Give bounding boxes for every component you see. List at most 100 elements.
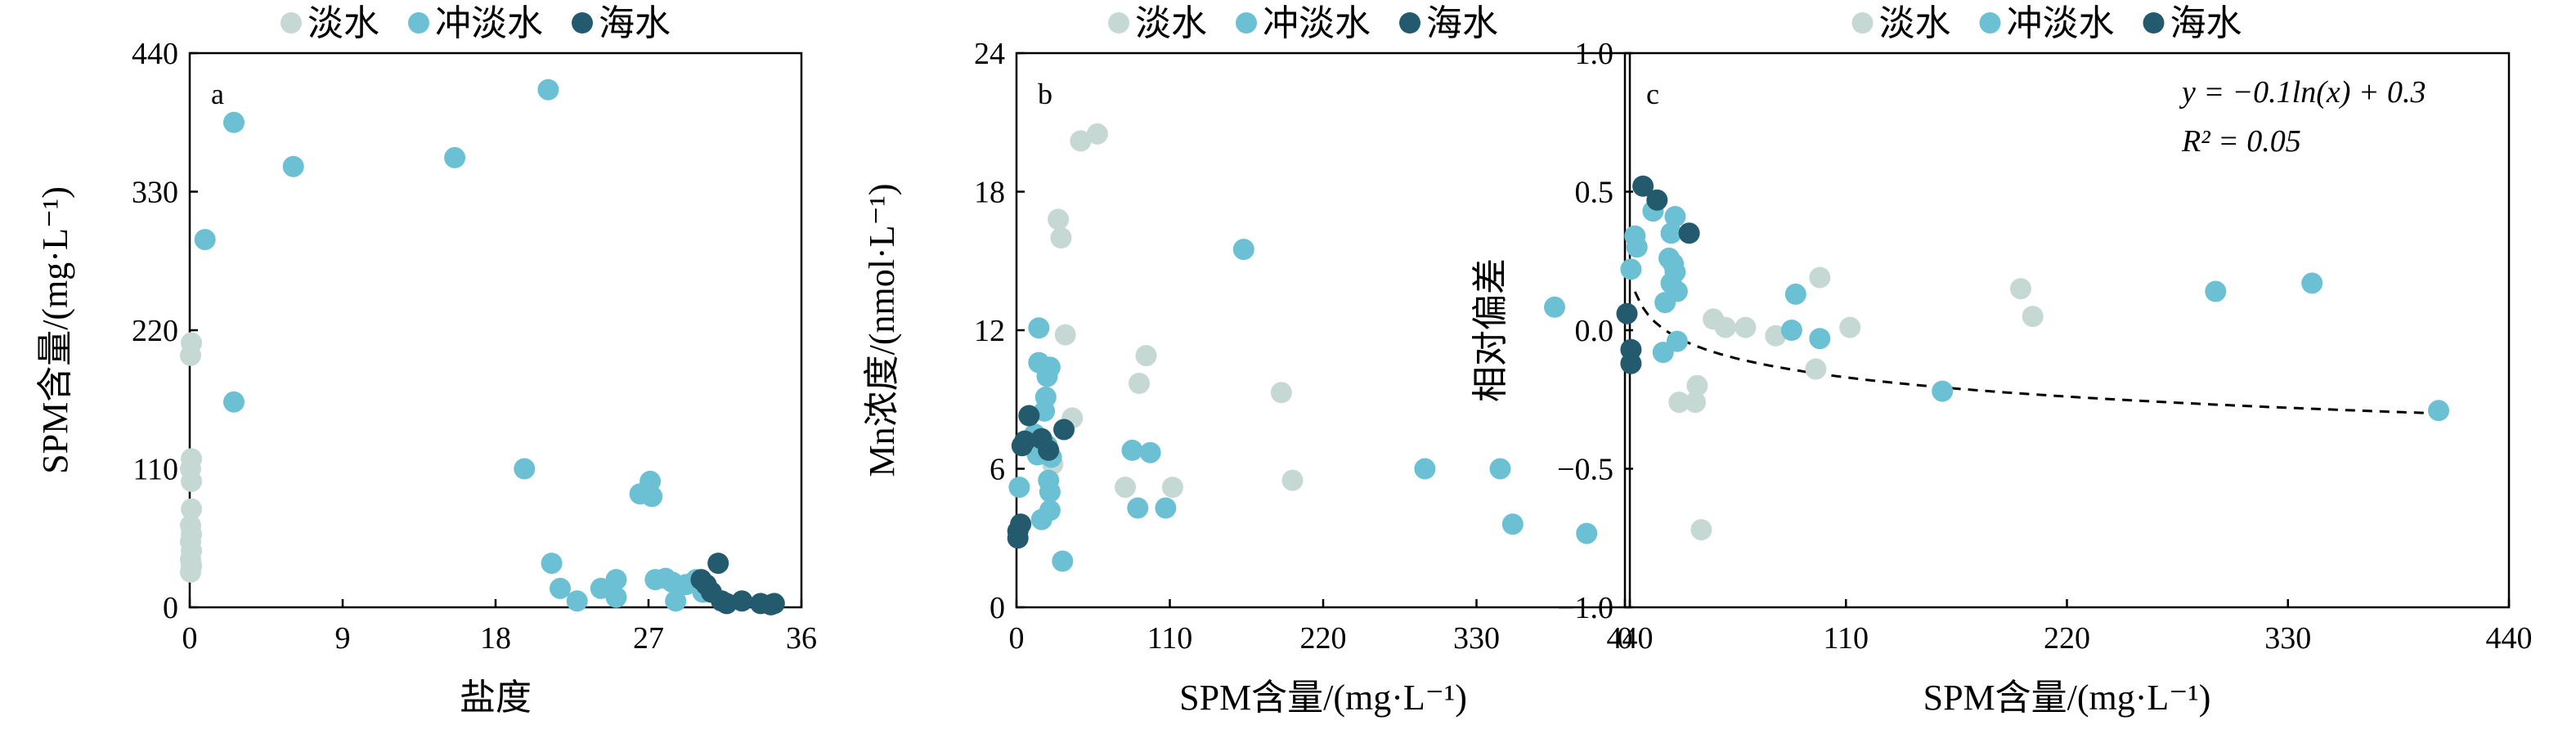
legend-marker xyxy=(1108,12,1129,34)
y-tick-label: −0.5 xyxy=(1557,453,1613,487)
y-tick-label: 110 xyxy=(132,453,178,487)
data-point xyxy=(194,229,216,251)
data-point xyxy=(1784,283,1806,305)
data-point xyxy=(1232,239,1254,261)
data-point xyxy=(223,391,245,413)
data-point xyxy=(707,553,729,575)
data-point xyxy=(1039,481,1061,503)
series-海水 xyxy=(1616,175,1700,374)
data-point xyxy=(1014,430,1036,452)
legend-label: 淡水 xyxy=(307,3,379,43)
data-point xyxy=(1270,382,1292,404)
y-tick-label: 0.5 xyxy=(1575,176,1614,210)
legend-marker xyxy=(1236,12,1257,34)
series-冲淡水 xyxy=(194,78,714,612)
legend-label: 淡水 xyxy=(1879,3,1951,43)
series-淡水 xyxy=(180,332,203,583)
data-point xyxy=(1053,418,1075,441)
series-淡水 xyxy=(1668,266,2044,541)
data-point xyxy=(2205,280,2227,302)
chart-panel-a: 0 9 18 27 36 0 110 220 330 440 盐度 SPM含量/(mg·L⁻¹) a 淡水… xyxy=(35,3,817,718)
data-point xyxy=(763,593,785,615)
data-point xyxy=(1489,458,1511,480)
series-海水 xyxy=(690,553,785,615)
plot-frame xyxy=(1623,51,2511,609)
y-tick-label: 18 xyxy=(974,176,1005,210)
legend: 淡水 冲淡水 海水 xyxy=(1108,3,1498,43)
data-point xyxy=(1765,324,1787,347)
x-tick-label: 0 xyxy=(1618,621,1633,656)
data-point xyxy=(2022,306,2044,328)
y-axis-label: 相对偏差 xyxy=(1470,258,1510,402)
y-tick-label: 1.0 xyxy=(1575,37,1614,71)
data-point xyxy=(1054,324,1076,346)
data-point xyxy=(1008,477,1030,499)
x-tick-label: 110 xyxy=(1147,621,1193,656)
x-tick-label: 0 xyxy=(1009,621,1025,656)
data-point xyxy=(1086,123,1108,145)
panel-letter: a xyxy=(211,78,224,110)
r-squared: R² = 0.05 xyxy=(2181,124,2301,159)
data-point xyxy=(1620,258,1642,280)
data-point xyxy=(181,498,203,520)
data-point xyxy=(1839,316,1861,338)
data-point xyxy=(1632,175,1654,197)
data-point xyxy=(1809,266,1831,289)
data-point xyxy=(1129,373,1150,394)
y-axis-label: Mn浓度/(nmol·L⁻¹) xyxy=(862,183,902,477)
legend-label: 海水 xyxy=(599,3,671,43)
data-point xyxy=(1690,519,1712,541)
data-point xyxy=(665,590,687,612)
data-point xyxy=(1805,358,1827,380)
data-point xyxy=(1646,189,1668,211)
legend-label: 冲淡水 xyxy=(1263,3,1371,43)
y-tick-label: 6 xyxy=(990,453,1005,487)
data-point xyxy=(1666,280,1688,302)
y-tick-label: 0 xyxy=(990,591,1005,625)
series-海水 xyxy=(1007,405,1075,549)
data-point xyxy=(537,78,559,101)
x-tick-label: 220 xyxy=(2044,621,2090,656)
legend: 淡水 冲淡水 海水 xyxy=(280,3,671,43)
data-point xyxy=(1678,222,1700,244)
legend-label: 淡水 xyxy=(1135,3,1207,43)
data-point xyxy=(2301,272,2323,294)
x-tick-label: 330 xyxy=(2264,621,2311,656)
data-point xyxy=(641,486,663,508)
data-point xyxy=(1070,130,1092,152)
panel-letter: b xyxy=(1038,78,1052,110)
x-tick-label: 110 xyxy=(1823,621,1869,656)
data-point xyxy=(1139,441,1161,463)
data-point xyxy=(550,577,571,599)
data-point xyxy=(1050,227,1072,248)
legend-marker xyxy=(1851,12,1874,34)
legend-marker xyxy=(280,12,302,34)
data-point xyxy=(1414,458,1436,480)
y-tick-label: 330 xyxy=(132,176,178,210)
plot-frame xyxy=(188,51,803,609)
fit-curve xyxy=(1633,291,2429,414)
data-point xyxy=(1038,439,1060,461)
data-point xyxy=(566,590,588,612)
data-point xyxy=(1281,469,1304,491)
data-point xyxy=(541,553,563,575)
data-point xyxy=(1660,222,1682,244)
panel-letter: c xyxy=(1646,78,1659,110)
x-axis-label: 盐度 xyxy=(460,678,532,718)
y-tick-label: 0.0 xyxy=(1575,314,1614,348)
x-axis-label: SPM含量/(mg·L⁻¹) xyxy=(1179,678,1467,718)
chart-panel-b: 0 110 220 330 44006121824SPM含量/(mg·L⁻¹)Mn浓度/… xyxy=(862,3,1654,718)
y-tick-label: 440 xyxy=(132,37,178,71)
data-point xyxy=(1686,374,1708,396)
data-point xyxy=(1620,352,1642,374)
series-淡水 xyxy=(1042,123,1304,499)
legend-marker xyxy=(1399,12,1420,34)
data-point xyxy=(444,146,466,168)
legend: 淡水 冲淡水 海水 xyxy=(1851,3,2242,43)
data-point xyxy=(2428,400,2449,422)
data-point xyxy=(1735,316,1757,338)
y-tick-label: 220 xyxy=(132,314,178,348)
fit-equation: y = −0.1ln(x) + 0.3 xyxy=(2179,75,2426,110)
y-tick-label: 12 xyxy=(974,314,1005,348)
